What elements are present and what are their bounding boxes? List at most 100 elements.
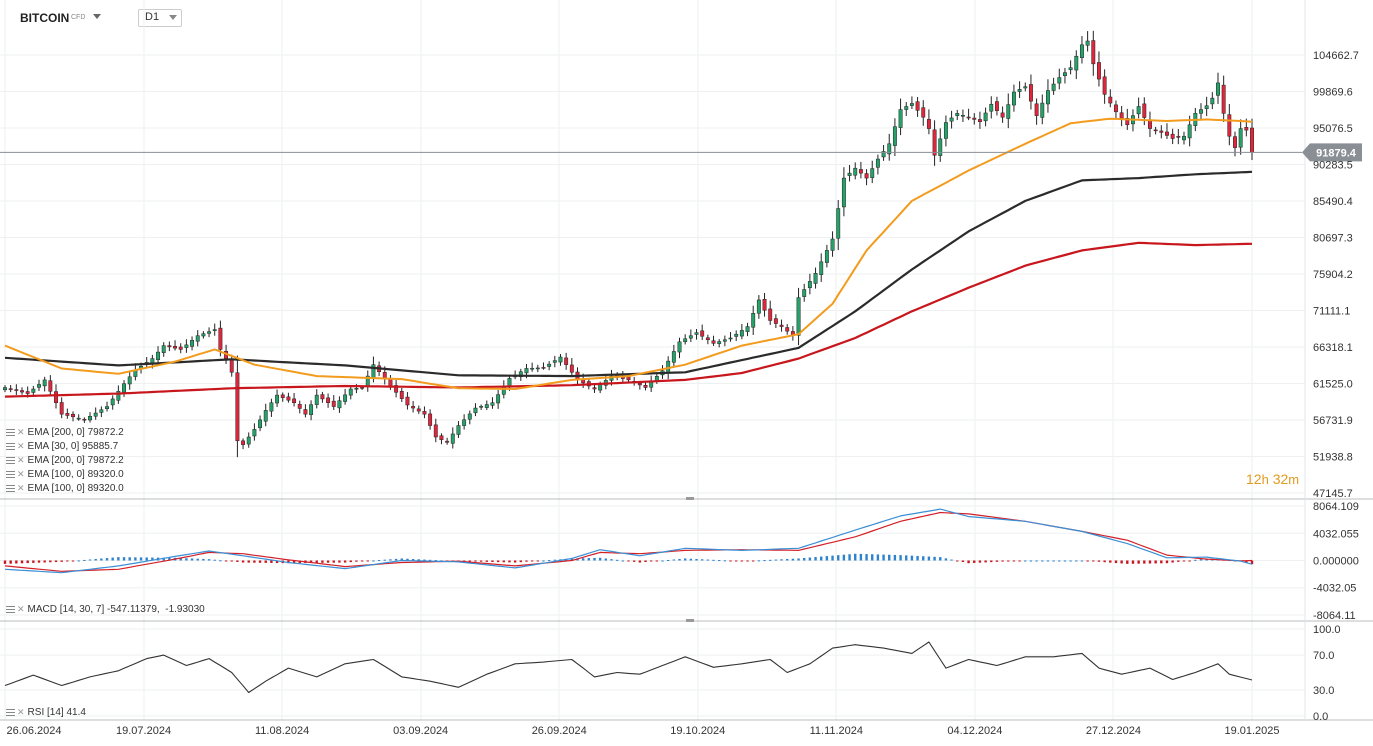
menu-icon[interactable] (6, 605, 15, 613)
current-price-label-bg (1302, 143, 1362, 162)
candle-body (875, 158, 880, 168)
menu-icon[interactable] (6, 470, 15, 478)
macd-bar (542, 560, 545, 562)
macd-bar (168, 557, 171, 561)
candle-body (127, 376, 132, 385)
candle (1238, 119, 1243, 155)
candle (37, 379, 41, 392)
macd-bar (502, 560, 505, 563)
macd-bar (916, 555, 919, 561)
candle (445, 437, 450, 445)
candle-body (1136, 106, 1141, 115)
macd-bar (241, 560, 245, 563)
candle-body (37, 384, 41, 388)
candle (881, 145, 886, 161)
candle-body (161, 345, 166, 353)
candle-body (207, 331, 211, 334)
macd-bar (1041, 560, 1044, 562)
close-icon[interactable]: ✕ (17, 707, 25, 717)
pane-resize-handle (686, 619, 694, 622)
legend-ema-2[interactable]: ✕ EMA [30, 0] 95885.7 (6, 441, 118, 452)
candle (42, 376, 47, 392)
candle-body (1210, 97, 1215, 105)
candle-body (416, 408, 421, 412)
macd-bar (752, 560, 755, 562)
close-icon[interactable]: ✕ (17, 604, 25, 614)
macd-bar (615, 559, 619, 561)
candle-body (700, 330, 705, 337)
close-icon[interactable]: ✕ (17, 469, 25, 479)
candle (785, 324, 790, 335)
symbol-dropdown-icon[interactable] (93, 14, 101, 19)
candle (966, 108, 971, 121)
symbol-name[interactable]: BITCOIN (20, 11, 70, 25)
menu-icon[interactable] (6, 484, 15, 492)
menu-icon[interactable] (6, 428, 15, 436)
macd-bar (944, 558, 948, 561)
menu-icon[interactable] (6, 708, 15, 716)
candle-body (717, 341, 722, 344)
legend-rsi[interactable]: ✕ RSI [14] 41.4 (6, 707, 86, 718)
macd-bar (905, 555, 908, 561)
candle-body (93, 412, 98, 417)
macd-bar (485, 560, 488, 562)
close-icon[interactable]: ✕ (17, 427, 25, 437)
candle-body (1057, 77, 1062, 84)
macd-bar (871, 554, 874, 561)
candle (105, 401, 109, 412)
candle-body (904, 106, 909, 110)
close-icon[interactable]: ✕ (17, 455, 25, 465)
macd-bar (83, 559, 86, 561)
candle-body (1153, 129, 1158, 132)
candle (286, 392, 291, 403)
legend-ema-5[interactable]: ✕ EMA [100, 0] 89320.0 (6, 483, 124, 494)
macd-bar (780, 559, 783, 561)
menu-icon[interactable] (6, 456, 15, 464)
candle-body (48, 380, 53, 392)
macd-bar (610, 559, 613, 561)
macd-bar (632, 560, 636, 562)
macd-bar (525, 560, 528, 562)
macd-bar (321, 560, 324, 563)
candle (292, 393, 297, 407)
ema-30-line (4, 117, 1253, 390)
legend-ema-4[interactable]: ✕ EMA [100, 0] 89320.0 (6, 469, 124, 480)
macd-bar (496, 560, 500, 563)
candle (88, 412, 92, 423)
candle (1170, 128, 1175, 145)
candle (127, 371, 132, 390)
candle (875, 154, 880, 175)
macd-bar (1131, 560, 1135, 564)
macd-bar (587, 558, 591, 561)
candle (847, 165, 852, 182)
candle-body (1176, 136, 1181, 138)
candle (547, 361, 552, 371)
candle (926, 109, 931, 135)
legend-ema-3[interactable]: ✕ EMA [200, 0] 79872.2 (6, 455, 124, 466)
candle (717, 339, 722, 348)
candle-body (439, 435, 444, 440)
timeframe-select[interactable]: D1 (138, 9, 182, 27)
macd-bar (1126, 560, 1129, 564)
candle (853, 162, 858, 180)
close-icon[interactable]: ✕ (17, 441, 25, 451)
candle-body (331, 400, 336, 407)
candle-body (1187, 124, 1192, 139)
candle-body (796, 297, 801, 336)
macd-bar (360, 560, 364, 562)
macd-bar (122, 557, 126, 561)
legend-ema-1[interactable]: ✕ EMA [200, 0] 79872.2 (6, 427, 124, 438)
candle (365, 370, 370, 392)
menu-icon[interactable] (6, 442, 15, 450)
candle-body (456, 425, 461, 435)
close-icon[interactable]: ✕ (17, 483, 25, 493)
candle (20, 387, 24, 395)
macd-bar (865, 554, 868, 561)
candle (983, 107, 988, 127)
candle (479, 404, 484, 411)
macd-bar (1188, 560, 1191, 562)
legend-macd[interactable]: ✕ MACD [14, 30, 7] -547.11379, -1.93030 (6, 604, 205, 615)
candle-body (258, 419, 263, 429)
macd-bar (332, 560, 335, 563)
